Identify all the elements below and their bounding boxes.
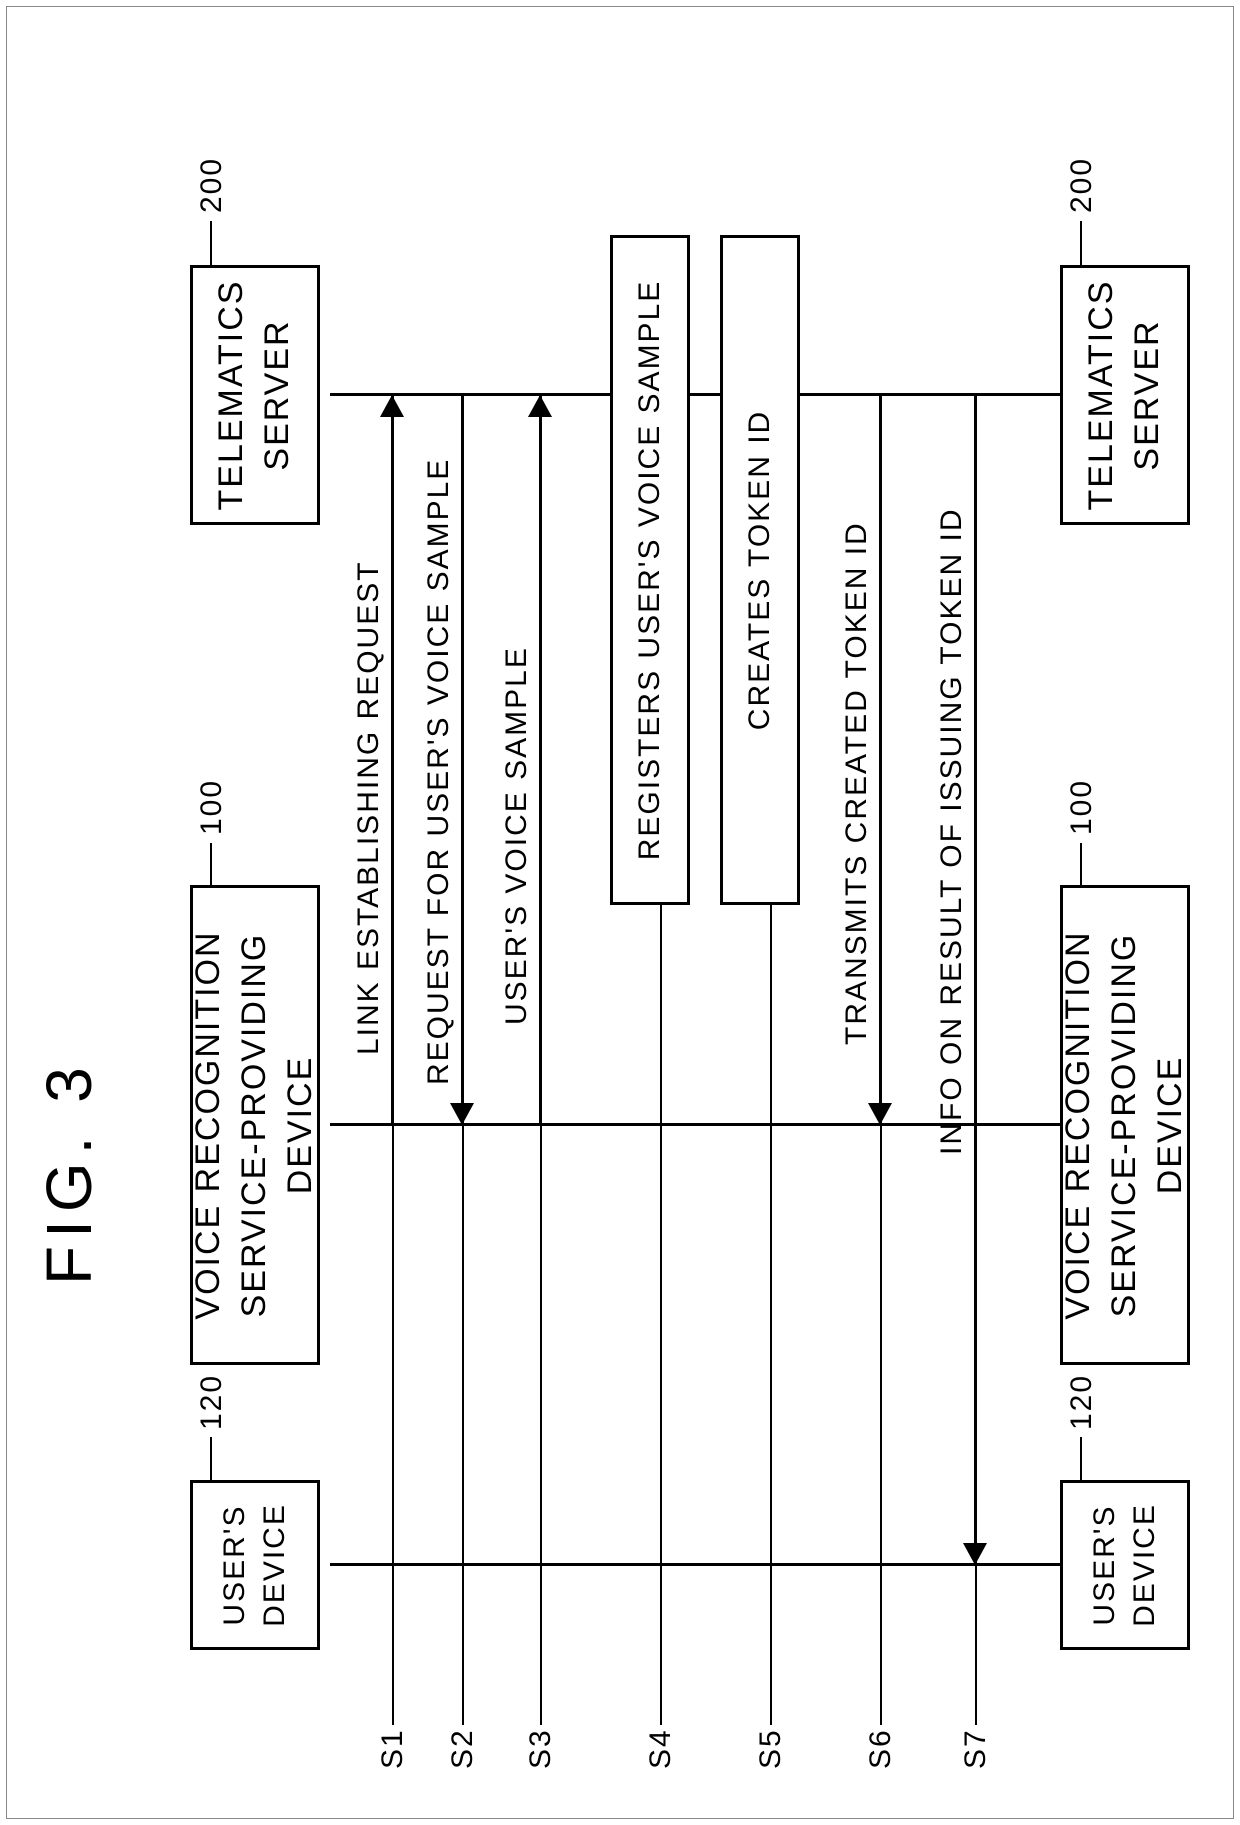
msg-text-S6: TRANSMITS CREATED TOKEN ID (840, 521, 874, 1045)
lifeline-user (330, 1563, 1060, 1566)
actor-ref-voice_top: 100 (195, 779, 229, 835)
arrow-S7 (963, 1543, 987, 1565)
actor-ref-leader-voice_top (210, 843, 212, 885)
msg-line-S7-a (974, 395, 977, 1125)
step-leader-S3 (540, 1125, 542, 1725)
msg-line-S6 (879, 395, 882, 1125)
arrow-S3 (528, 395, 552, 417)
activity-S4: REGISTERS USER'S VOICE SAMPLE (610, 235, 690, 905)
step-leader-S7 (975, 1565, 977, 1725)
step-label-S4: S4 (644, 1728, 678, 1769)
step-label-S3: S3 (524, 1728, 558, 1769)
actor-ref-leader-telem_bot (1080, 221, 1082, 265)
msg-text-S2: REQUEST FOR USER'S VOICE SAMPLE (422, 458, 456, 1085)
actor-ref-leader-telem_top (210, 221, 212, 265)
actor-telem_top: TELEMATICS SERVER (190, 265, 320, 525)
actor-voice_bot: VOICE RECOGNITION SERVICE-PROVIDING DEVI… (1060, 885, 1190, 1365)
msg-line-S1 (391, 395, 394, 1125)
figure-title: FIG. 3 (32, 1059, 106, 1285)
msg-text-S7: INFO ON RESULT OF ISSUING TOKEN ID (935, 507, 969, 1155)
actor-ref-user_top: 120 (195, 1374, 229, 1430)
actor-ref-telem_top: 200 (195, 157, 229, 213)
msg-text-S3: USER'S VOICE SAMPLE (500, 646, 534, 1025)
actor-ref-leader-user_top (210, 1437, 212, 1480)
arrow-S2 (450, 1103, 474, 1125)
arrow-S6 (868, 1103, 892, 1125)
arrow-S1 (380, 395, 404, 417)
step-leader-S4 (660, 905, 662, 1725)
msg-line-S2 (461, 395, 464, 1125)
actor-voice_top: VOICE RECOGNITION SERVICE-PROVIDING DEVI… (190, 885, 320, 1365)
step-label-S7: S7 (959, 1728, 993, 1769)
step-label-S6: S6 (864, 1728, 898, 1769)
activity-S5: CREATES TOKEN ID (720, 235, 800, 905)
actor-ref-leader-user_bot (1080, 1437, 1082, 1480)
page: FIG. 3 USER'S DEVICE 120 VOICE RECOGNITION… (0, 0, 1240, 1825)
step-leader-S6 (880, 1125, 882, 1725)
msg-text-S1: LINK ESTABLISHING REQUEST (352, 560, 386, 1055)
actor-ref-voice_bot: 100 (1065, 779, 1099, 835)
diagram-stage: FIG. 3 USER'S DEVICE 120 VOICE RECOGNITION… (0, 0, 1240, 1825)
actor-user_top: USER'S DEVICE (190, 1480, 320, 1650)
actor-ref-telem_bot: 200 (1065, 157, 1099, 213)
lifeline-telem (330, 393, 1060, 396)
step-label-S1: S1 (376, 1728, 410, 1769)
step-label-S5: S5 (754, 1728, 788, 1769)
step-leader-S2 (462, 1125, 464, 1725)
msg-line-S3 (539, 395, 542, 1125)
actor-telem_bot: TELEMATICS SERVER (1060, 265, 1190, 525)
msg-line-S7-b (974, 1125, 977, 1565)
actor-ref-user_bot: 120 (1065, 1374, 1099, 1430)
step-leader-S1 (392, 1125, 394, 1725)
step-label-S2: S2 (446, 1728, 480, 1769)
step-leader-S5 (770, 905, 772, 1725)
actor-ref-leader-voice_bot (1080, 843, 1082, 885)
actor-user_bot: USER'S DEVICE (1060, 1480, 1190, 1650)
